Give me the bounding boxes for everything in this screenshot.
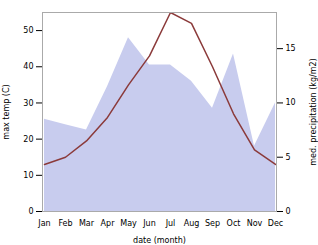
svg-text:5: 5 [286, 153, 291, 162]
svg-text:Jul: Jul [165, 219, 176, 228]
svg-text:0: 0 [28, 207, 33, 216]
svg-text:Mar: Mar [79, 219, 95, 228]
svg-text:Aug: Aug [184, 219, 200, 228]
svg-text:May: May [120, 219, 137, 228]
svg-text:30: 30 [23, 99, 33, 108]
svg-text:40: 40 [23, 62, 33, 71]
svg-text:20: 20 [23, 135, 33, 144]
svg-text:Dec: Dec [268, 219, 283, 228]
svg-text:Nov: Nov [247, 219, 263, 228]
svg-text:0: 0 [286, 207, 291, 216]
svg-text:Jun: Jun [142, 219, 156, 228]
svg-text:Sep: Sep [205, 219, 220, 228]
svg-text:Jan: Jan [37, 219, 50, 228]
svg-text:Apr: Apr [101, 219, 116, 228]
svg-text:Oct: Oct [227, 219, 241, 228]
svg-text:10: 10 [286, 98, 296, 107]
svg-text:max temp (C): max temp (C) [2, 84, 11, 139]
svg-text:10: 10 [23, 171, 33, 180]
svg-text:50: 50 [23, 26, 33, 35]
svg-text:date (month): date (month) [133, 236, 186, 245]
svg-text:Feb: Feb [58, 219, 72, 228]
svg-text:15: 15 [286, 44, 296, 53]
svg-text:med. precipitation (kg/m2): med. precipitation (kg/m2) [309, 58, 318, 165]
